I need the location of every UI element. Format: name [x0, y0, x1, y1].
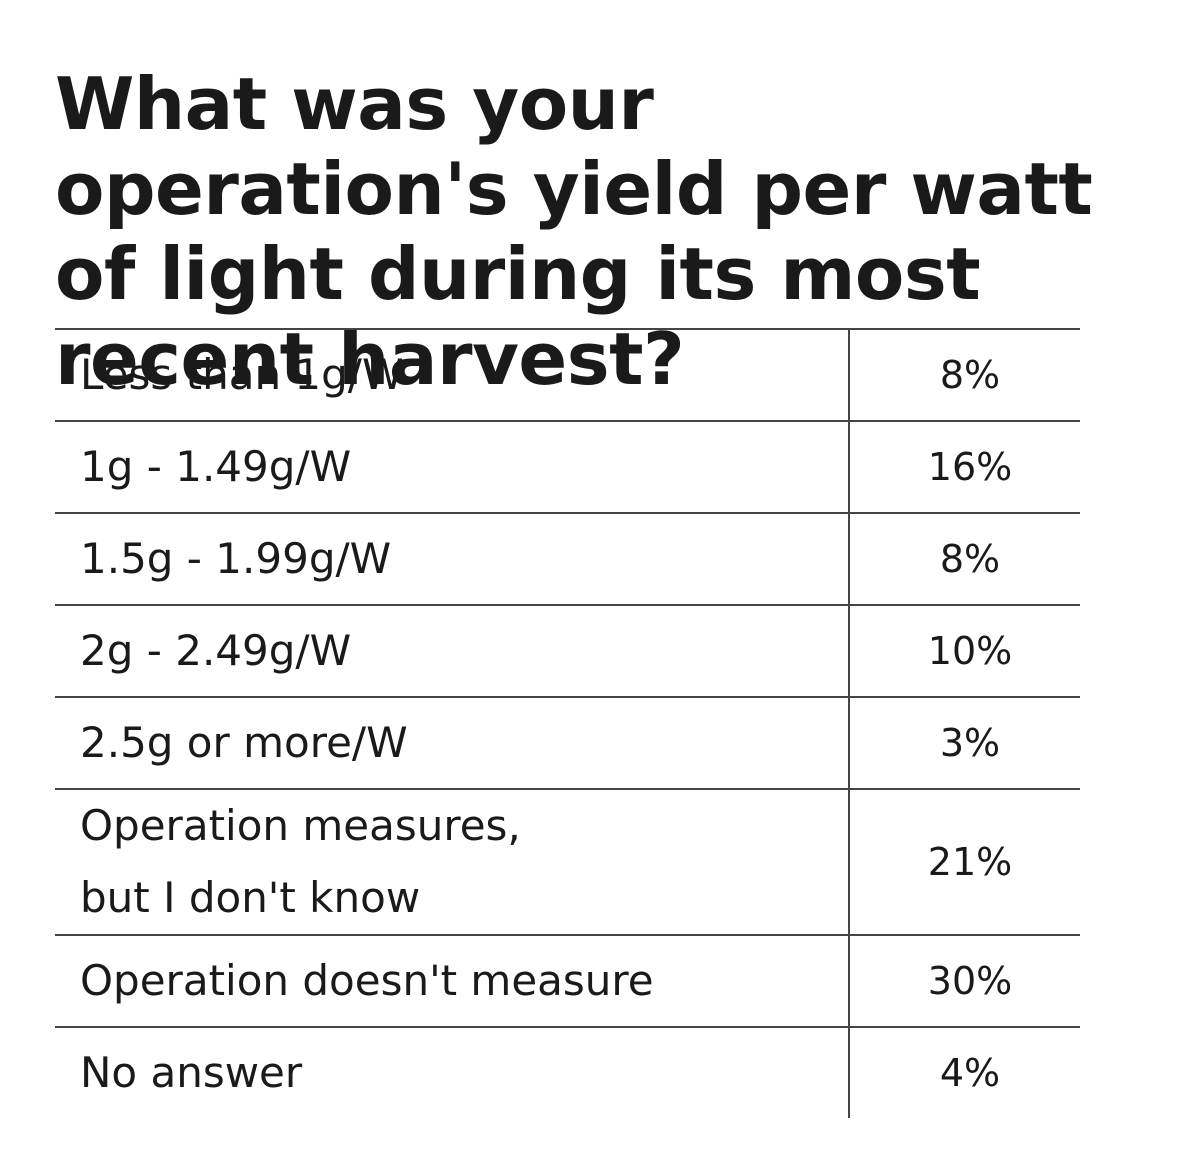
label-line: Operation measures,: [80, 801, 521, 850]
table-row: Less than 1g/W 8%: [55, 328, 1080, 421]
label-line: Operation doesn't measure: [80, 956, 654, 1005]
row-label: 1g - 1.49g/W: [55, 420, 850, 513]
label-line: 2g - 2.49g/W: [80, 626, 352, 675]
row-value: 8%: [849, 512, 1080, 605]
label-line: 1g - 1.49g/W: [80, 442, 352, 491]
row-value: 30%: [849, 934, 1080, 1027]
row-label: 2g - 2.49g/W: [55, 604, 850, 697]
row-value: 8%: [849, 328, 1080, 421]
table-row: 1.5g - 1.99g/W 8%: [55, 512, 1080, 605]
row-value: 21%: [849, 788, 1080, 935]
row-label: No answer: [55, 1026, 850, 1118]
table-row: Operation measures, but I don't know 21%: [55, 788, 1080, 935]
label-line: Less than 1g/W: [80, 350, 404, 399]
table-row: No answer 4%: [55, 1026, 1080, 1118]
row-label: Less than 1g/W: [55, 328, 850, 421]
table-row: 1g - 1.49g/W 16%: [55, 420, 1080, 513]
label-line: 1.5g - 1.99g/W: [80, 534, 392, 583]
table-row: 2g - 2.49g/W 10%: [55, 604, 1080, 697]
row-label: Operation measures, but I don't know: [55, 788, 850, 935]
row-label: 2.5g or more/W: [55, 696, 850, 789]
row-value: 16%: [849, 420, 1080, 513]
row-label: Operation doesn't measure: [55, 934, 850, 1027]
table-row: 2.5g or more/W 3%: [55, 696, 1080, 789]
results-table: Less than 1g/W 8% 1g - 1.49g/W 16% 1.5g - 1.…: [55, 328, 1080, 1118]
row-value: 3%: [849, 696, 1080, 789]
table-row: Operation doesn't measure 30%: [55, 934, 1080, 1027]
label-line: but I don't know: [80, 873, 421, 922]
row-label: 1.5g - 1.99g/W: [55, 512, 850, 605]
row-value: 4%: [849, 1026, 1080, 1118]
label-line: 2.5g or more/W: [80, 718, 408, 767]
label-line: No answer: [80, 1048, 303, 1097]
row-value: 10%: [849, 604, 1080, 697]
